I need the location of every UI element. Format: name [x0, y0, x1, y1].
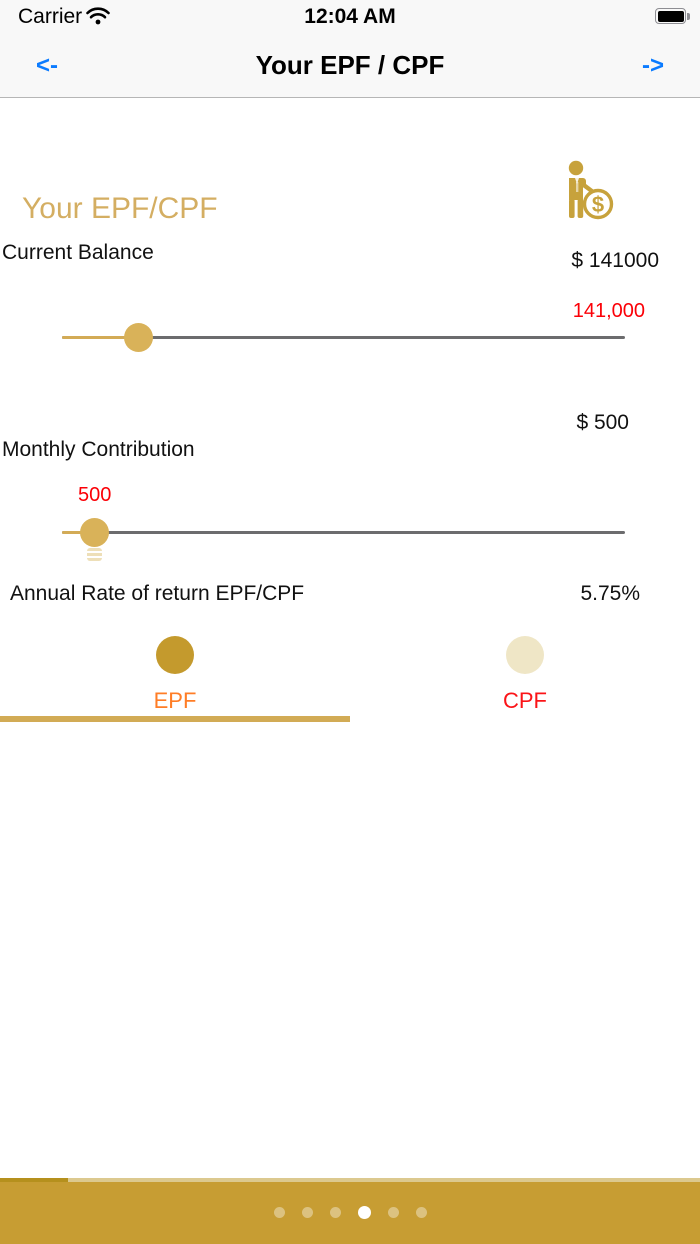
top-chrome: Carrier 12:04 AM <- Your EPF / CPF -> — [0, 0, 700, 98]
current-balance-slider[interactable] — [62, 323, 625, 352]
epf-radio-circle[interactable] — [156, 636, 194, 674]
cpf-option[interactable]: CPF — [445, 636, 605, 714]
current-balance-amount: $ 141000 — [571, 249, 659, 272]
annual-rate-label: Annual Rate of return EPF/CPF — [10, 582, 305, 605]
wifi-icon — [86, 7, 110, 30]
battery-icon — [655, 8, 690, 24]
section-title: Your EPF/CPF — [22, 192, 218, 225]
svg-text:$: $ — [592, 192, 604, 217]
slider-track-fill — [62, 531, 95, 534]
page-title: Your EPF / CPF — [255, 50, 445, 80]
cpf-radio-circle[interactable] — [506, 636, 544, 674]
page-dot[interactable] — [301, 1207, 313, 1218]
page-dot[interactable] — [415, 1207, 427, 1218]
nav-bar: <- Your EPF / CPF -> — [0, 36, 700, 97]
slider-track[interactable] — [62, 336, 625, 339]
bottom-progress-fill — [0, 1178, 68, 1182]
monthly-contribution-slider-readout: 500 — [78, 484, 112, 506]
page-dot-active[interactable] — [357, 1206, 371, 1219]
status-bar: Carrier 12:04 AM — [0, 0, 700, 36]
current-balance-label: Current Balance — [2, 241, 154, 264]
forward-arrow-button[interactable]: -> — [641, 52, 664, 79]
selected-fund-indicator — [0, 716, 350, 722]
back-arrow-button[interactable]: <- — [36, 52, 59, 79]
cpf-option-label: CPF — [503, 688, 547, 713]
epf-option[interactable]: EPF — [95, 636, 255, 714]
page-dot[interactable] — [273, 1207, 285, 1218]
monthly-contribution-amount: $ 500 — [576, 411, 629, 434]
person-with-dollar-coin-icon: $ — [556, 160, 614, 229]
annual-rate-value: 5.75% — [580, 582, 640, 605]
slider-track[interactable] — [62, 531, 625, 534]
clock: 12:04 AM — [304, 5, 396, 28]
page-dot[interactable] — [387, 1207, 399, 1218]
epf-option-label: EPF — [153, 688, 197, 713]
bottom-progress-bar — [0, 1178, 700, 1182]
slider-track-fill — [62, 336, 139, 339]
current-balance-slider-readout: 141,000 — [572, 300, 645, 322]
slider-thumb[interactable] — [80, 518, 109, 561]
bottom-pager-bar — [0, 1182, 700, 1244]
slider-thumb[interactable] — [124, 323, 153, 352]
monthly-contribution-label: Monthly Contribution — [2, 438, 195, 461]
carrier-label: Carrier — [18, 5, 83, 28]
page-dots — [0, 1206, 700, 1219]
monthly-contribution-slider[interactable] — [62, 518, 625, 561]
page-dot[interactable] — [329, 1207, 341, 1218]
